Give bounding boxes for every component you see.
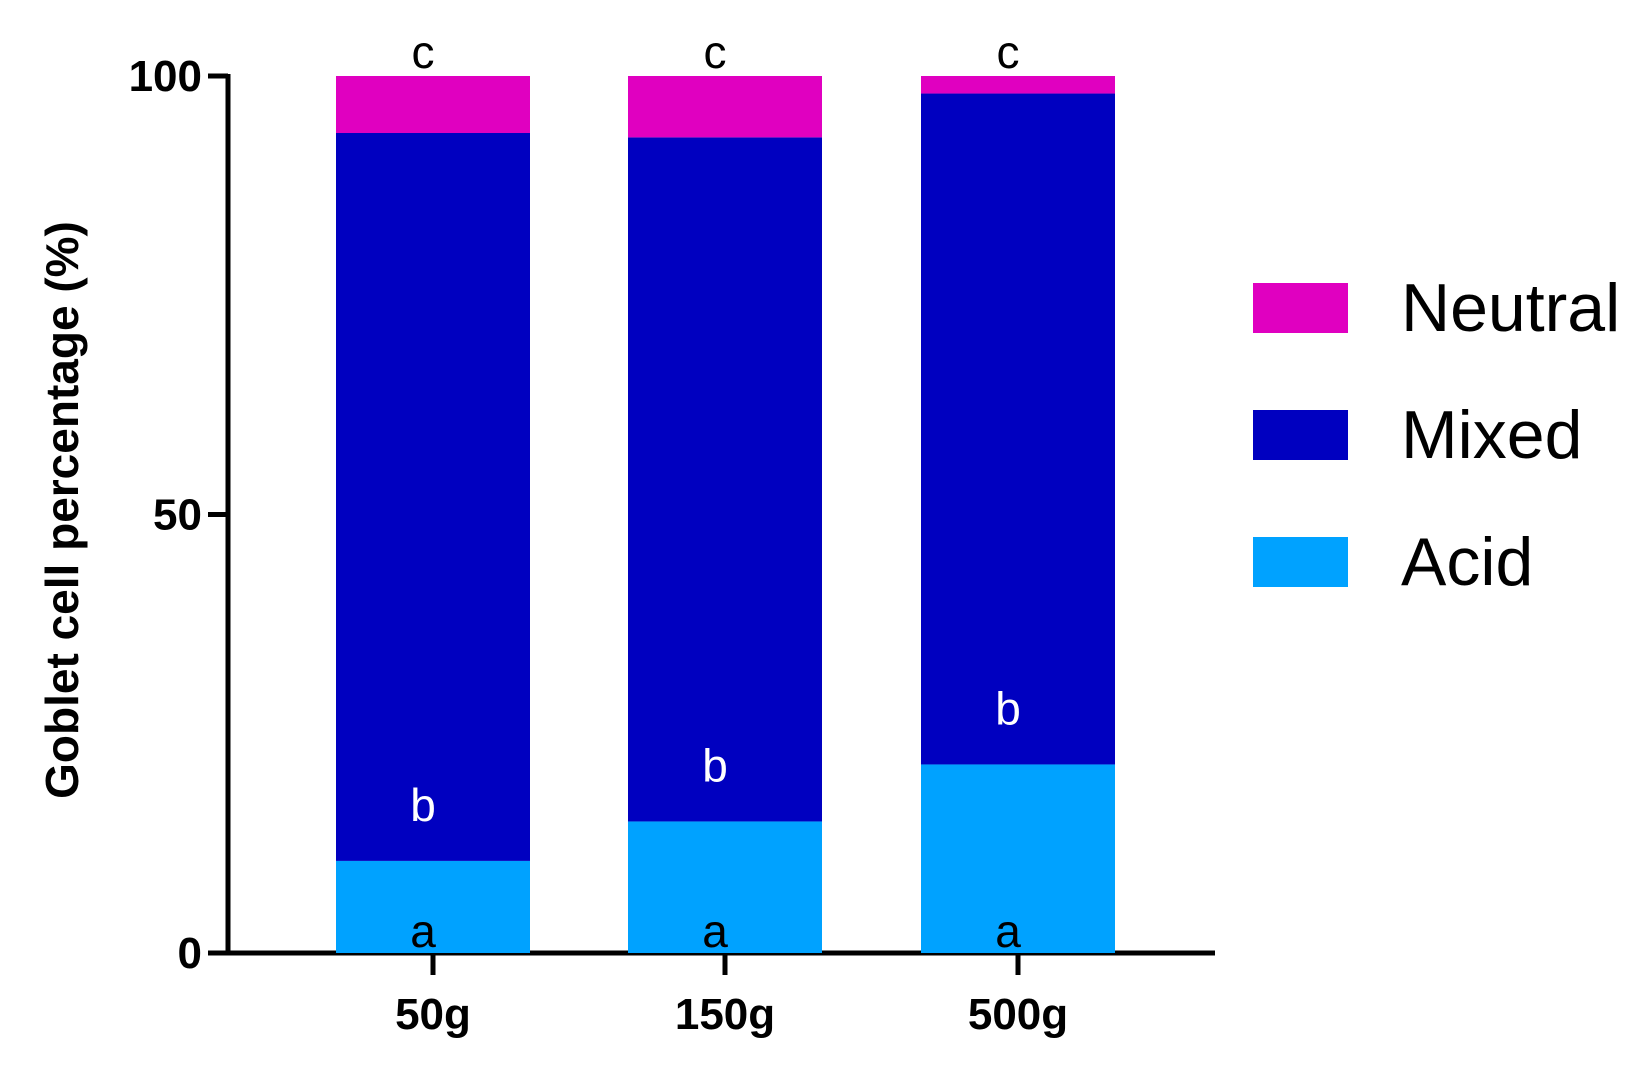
sig-label-neutral-500g: c [997, 26, 1020, 78]
bar-segment-neutral-150g [628, 76, 822, 138]
legend-swatch-mixed [1253, 410, 1348, 460]
legend-swatch-neutral [1253, 283, 1348, 333]
bar-segment-mixed-500g [921, 93, 1115, 765]
bar-segment-mixed-50g [336, 133, 530, 861]
sig-label-mixed-150g: b [702, 739, 728, 791]
y-tick-label-0: 0 [178, 929, 202, 978]
y-axis-title: Goblet cell percentage (%) [36, 221, 88, 799]
axes: 0 50 100 50g 150g 500g [129, 52, 1215, 1039]
sig-label-mixed-500g: b [995, 682, 1021, 734]
sig-label-neutral-50g: c [412, 26, 435, 78]
legend-label-mixed: Mixed [1401, 397, 1582, 473]
bar-segment-mixed-150g [628, 137, 822, 822]
sig-label-acid-150g: a [702, 905, 728, 957]
legend-swatch-acid [1253, 537, 1348, 587]
legend: Neutral Mixed Acid [1253, 270, 1620, 600]
bar-segment-acid-150g [628, 821, 822, 953]
bar-segment-neutral-50g [336, 76, 530, 134]
bar-segment-acid-50g [336, 860, 530, 953]
sig-label-acid-50g: a [410, 905, 436, 957]
bars [336, 76, 1115, 953]
sig-label-mixed-50g: b [410, 779, 436, 831]
bar-segment-neutral-500g [921, 76, 1115, 94]
legend-label-neutral: Neutral [1401, 270, 1620, 346]
x-tick-label-500g: 500g [968, 990, 1068, 1039]
sig-label-acid-500g: a [995, 905, 1021, 957]
sig-label-neutral-150g: c [704, 26, 727, 78]
bar-segment-acid-500g [921, 764, 1115, 953]
significance-labels: a b c a b c a b c [410, 26, 1021, 957]
y-tick-label-100: 100 [129, 52, 202, 101]
y-tick-label-50: 50 [153, 491, 202, 540]
x-tick-label-150g: 150g [675, 990, 775, 1039]
x-tick-label-50g: 50g [395, 990, 471, 1039]
legend-label-acid: Acid [1401, 524, 1533, 600]
